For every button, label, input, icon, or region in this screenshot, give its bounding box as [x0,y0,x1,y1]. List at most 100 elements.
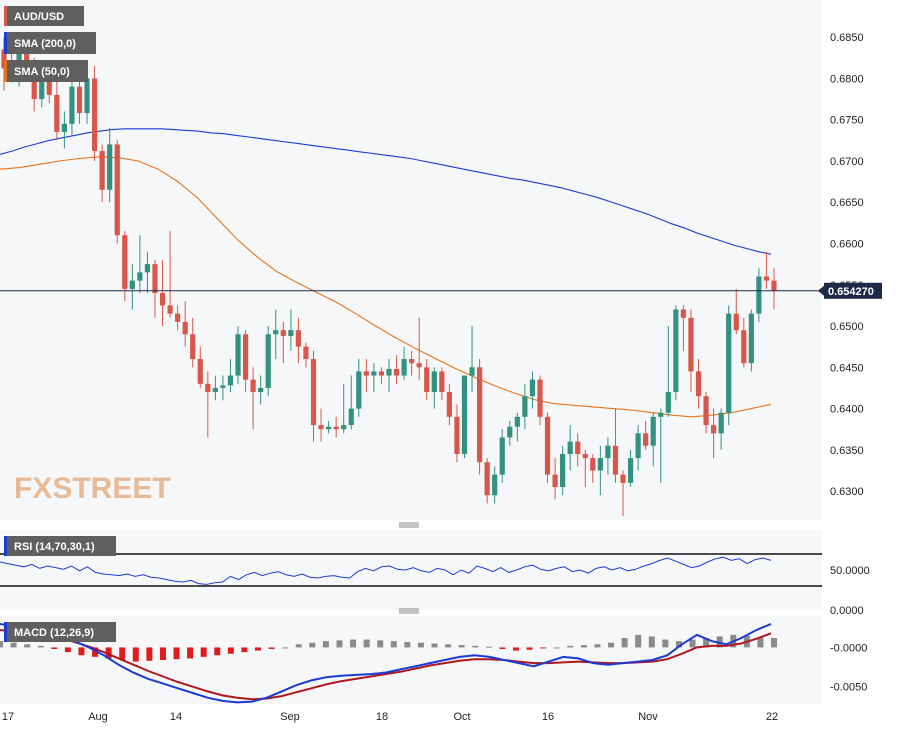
macd-histogram-bar [771,638,777,648]
candle [688,309,694,393]
x-tick-label: Nov [638,711,658,723]
candle [499,429,505,483]
macd-histogram-bar [662,639,669,648]
candle [273,309,279,360]
macd-histogram-bar [404,641,411,648]
candle [197,346,203,388]
candle [190,317,196,368]
x-axis: 17 Aug 14 Sep 18 Oct 16 Nov 22 [2,711,778,723]
candle [718,408,724,450]
price-panel-bg [0,0,822,520]
candle [567,425,573,471]
macd-histogram-bar [282,647,289,649]
candle [235,326,241,384]
macd-resize-grip[interactable] [399,608,419,614]
x-tick-label: 16 [542,711,554,723]
macd-histogram-bar [580,645,587,648]
rsi-series [0,553,822,587]
legend-sma200: SMA (200,0) [4,32,96,54]
macd-histogram-bar [10,642,17,648]
candle [635,425,641,471]
price-tick-label: 0.6400 [830,404,864,416]
macd-histogram-bar [78,647,85,656]
candle [582,449,588,487]
candle [741,317,747,368]
candle [363,359,369,393]
macd-histogram-bar [458,645,465,648]
candle [680,305,687,351]
candle [552,458,558,500]
candle [771,268,777,310]
macd-signal-line [0,629,772,701]
rsi-tick-label: 0.0000 [830,605,864,617]
candle [250,367,256,430]
macd-histogram-bar [472,645,479,648]
candle [620,470,626,516]
macd-main-line [0,622,772,704]
candle [265,326,271,397]
candle [152,260,158,318]
macd-histogram-bar [241,647,248,653]
candle [348,375,354,430]
rsi-panel-bg [0,530,822,610]
candle [431,367,437,409]
macd-histogram-bar [350,639,357,648]
candle [703,392,709,434]
x-tick-label: Oct [453,711,470,723]
macd-histogram-bar [594,644,601,648]
macd-histogram-bar [268,647,275,649]
candle [454,404,460,463]
candle [522,383,528,430]
x-tick-label: 17 [2,711,14,723]
macd-histogram-bar [567,645,574,648]
sma200-label: SMA (200,0) [14,38,76,50]
candle [492,466,498,504]
candle [371,363,377,393]
price-tick-label: 0.6650 [830,197,864,209]
candle [378,367,385,384]
candle [54,78,60,141]
candle [175,305,181,331]
candle [514,412,520,442]
macd-tick-label: -0.0000 [830,642,867,654]
rsi-resize-grip[interactable] [399,522,419,528]
macd-histogram-bar [214,647,221,656]
macd-histogram-bar [635,634,642,648]
price-label: 0.654270 [828,286,874,298]
macd-histogram-bar [119,647,126,660]
candle [529,371,536,409]
macd-histogram-bar [255,647,261,651]
watermark-logo: FXSTREET [14,472,171,505]
macd-axis: -0.0000 -0.0050 [830,642,867,693]
candle [61,111,67,149]
price-tick-label: 0.6750 [830,115,864,127]
macd-histogram-bar [64,647,71,653]
macd-histogram-bar [159,647,166,660]
candle [409,350,415,376]
candlestick-series [1,37,777,516]
candle [643,420,649,450]
macd-histogram-bar [757,637,764,648]
macd-histogram-bar [689,639,696,648]
candle [560,445,566,496]
price-tick-label: 0.6700 [830,156,864,168]
candle [605,437,611,475]
price-tick-label: 0.6350 [830,445,864,457]
candle [748,309,754,372]
candle [416,317,422,380]
macd-histogram-bar [513,647,519,651]
sma-50-line [0,156,772,418]
macd-histogram-bar [309,642,316,648]
macd-histogram-bar [322,641,329,648]
candle [393,354,400,384]
rsi-label: RSI (14,70,30,1) [14,541,95,553]
candle [182,301,188,347]
macd-histogram-bar [648,636,655,648]
rsi-axis: 50.0000 0.0000 [830,565,870,617]
legend-sma50: SMA (50,0) [4,60,88,82]
macd-histogram-bar [295,644,302,648]
macd-histogram-bar [92,647,99,657]
candle [537,375,543,426]
macd-histogram-bar [24,644,31,648]
candle [658,408,664,483]
